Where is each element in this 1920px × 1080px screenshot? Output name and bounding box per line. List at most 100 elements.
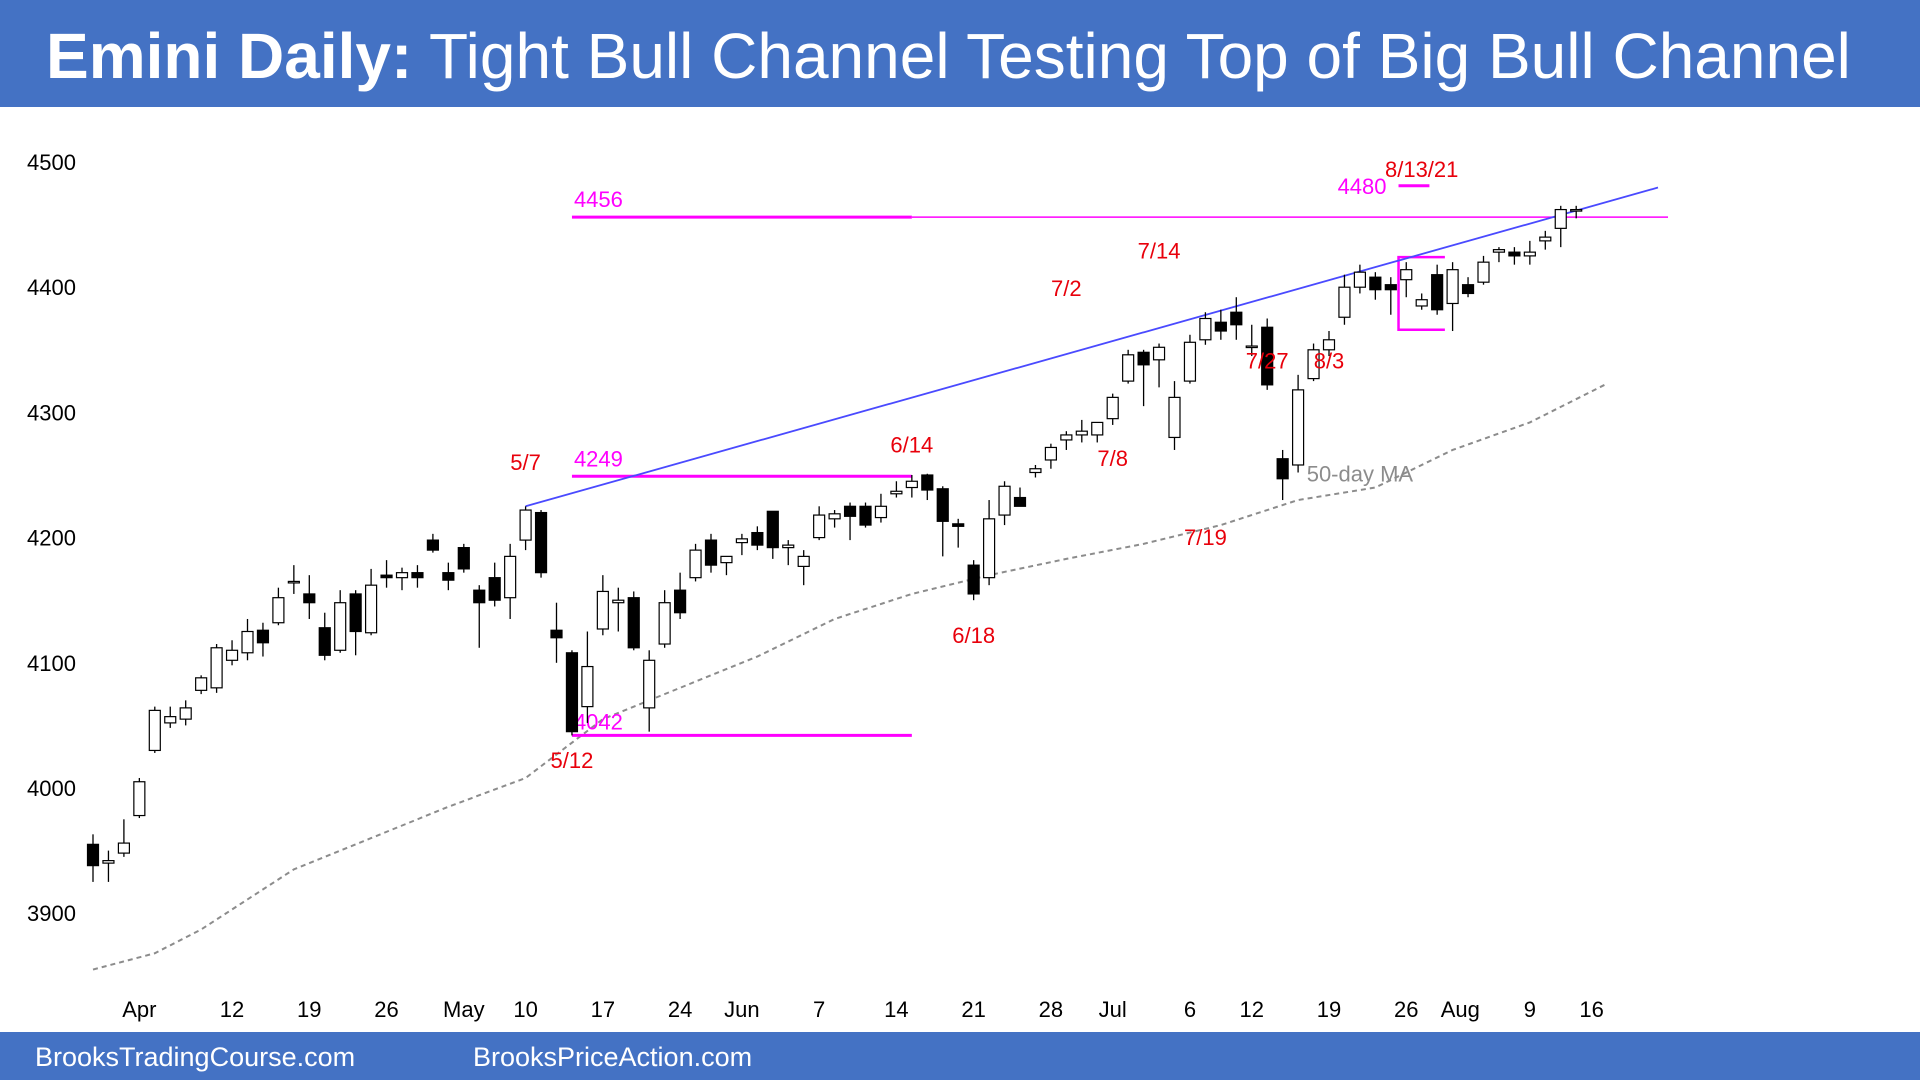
candle bbox=[1322, 331, 1336, 357]
candle-body-bear bbox=[256, 629, 270, 644]
y-tick-label: 4300 bbox=[27, 400, 76, 425]
candle-body-bull bbox=[1044, 446, 1058, 461]
footer-right-url[interactable]: BrooksPriceAction.com bbox=[473, 1042, 753, 1072]
candle-body-bull bbox=[1338, 286, 1351, 318]
y-tick-label: 4500 bbox=[27, 150, 76, 175]
candle bbox=[982, 500, 996, 586]
candle-body-bull bbox=[720, 555, 733, 564]
candle-body-bear bbox=[1137, 351, 1150, 366]
candle bbox=[1477, 255, 1490, 285]
candle bbox=[1183, 334, 1197, 384]
candle bbox=[1539, 230, 1552, 250]
candle-body-bull bbox=[874, 505, 888, 519]
date-label: 5/12 bbox=[551, 748, 594, 773]
candle-body-bear bbox=[349, 593, 362, 633]
candle bbox=[596, 575, 609, 636]
candle-body-bull bbox=[1106, 396, 1119, 420]
date-label: 7/8 bbox=[1097, 446, 1128, 471]
candle-body-bull bbox=[287, 580, 300, 584]
candle-body-bear bbox=[766, 510, 779, 549]
candle-body-bear bbox=[1276, 458, 1289, 480]
candle-body-bear bbox=[921, 474, 934, 491]
candle bbox=[720, 555, 733, 576]
range-bracket bbox=[1397, 255, 1445, 332]
candle-body-bear bbox=[952, 523, 965, 527]
candle-body-bull bbox=[164, 716, 177, 724]
candle-body-bear bbox=[704, 539, 718, 566]
candle bbox=[1106, 393, 1119, 425]
candle-body-bull bbox=[828, 513, 841, 520]
x-axis: Apr 12 19 26 May 10 17 24 Jun 7 14 21 28 Jul 6 12 19 26 Au… bbox=[122, 997, 1604, 1022]
date-label: 8/13/21 bbox=[1385, 157, 1458, 182]
candle-body-bull bbox=[1492, 249, 1506, 253]
title-banner: Emini Daily: Tight Bull Channel Testing … bbox=[0, 0, 1920, 107]
candle-body-bull bbox=[1353, 271, 1367, 288]
candle-body-bear bbox=[380, 574, 393, 579]
candle bbox=[287, 565, 300, 594]
candle bbox=[256, 622, 270, 657]
candle bbox=[1199, 312, 1212, 345]
date-label: 5/7 bbox=[510, 450, 541, 475]
candle bbox=[1400, 262, 1413, 298]
footer-left-url[interactable]: BrooksTradingCourse.com bbox=[35, 1042, 356, 1072]
x-tick-label: 9 bbox=[1524, 997, 1536, 1022]
ma-line bbox=[92, 382, 1608, 971]
candle-body-bear bbox=[86, 843, 100, 867]
candle-body-bull bbox=[102, 860, 115, 864]
candle-body-bear bbox=[627, 597, 640, 649]
candle-body-bull bbox=[1199, 317, 1212, 341]
candle-body-bear bbox=[411, 572, 424, 579]
candle bbox=[1353, 264, 1367, 294]
candle-body-bull bbox=[1091, 421, 1104, 436]
candle-body-bull bbox=[1122, 354, 1135, 382]
candle-body-bear bbox=[488, 577, 501, 601]
candle bbox=[210, 644, 223, 693]
candle-body-bull bbox=[1060, 434, 1073, 441]
x-tick-label: 7 bbox=[813, 997, 825, 1022]
candle-body-bull bbox=[365, 584, 378, 634]
candle bbox=[1307, 343, 1320, 382]
candle bbox=[673, 572, 687, 619]
candle-body-bull bbox=[1183, 341, 1197, 382]
candle bbox=[1461, 277, 1475, 298]
candle bbox=[534, 510, 548, 578]
x-tick-label: 12 bbox=[220, 997, 244, 1022]
candle bbox=[797, 550, 810, 586]
candle bbox=[365, 568, 378, 636]
x-tick-label: 19 bbox=[297, 997, 321, 1022]
candle bbox=[998, 481, 1011, 526]
candle bbox=[936, 486, 949, 557]
candle bbox=[550, 602, 563, 663]
candle bbox=[658, 590, 671, 648]
candle-body-bull bbox=[1075, 430, 1088, 436]
candle bbox=[1168, 381, 1181, 450]
candle bbox=[1570, 205, 1583, 219]
candle bbox=[782, 540, 795, 566]
annotations: 5/7 5/12 6/14 6/18 7/2 7/8 7/14 7/19 7/27 8/3 8/13… bbox=[510, 157, 1458, 773]
date-label: 7/19 bbox=[1184, 525, 1227, 550]
candle bbox=[874, 493, 888, 523]
x-tick-label: 26 bbox=[374, 997, 398, 1022]
candle-body-bear bbox=[859, 505, 872, 526]
candle-body-bull bbox=[519, 509, 532, 541]
candle-body-bear bbox=[1013, 496, 1027, 507]
candle-body-bull bbox=[195, 677, 208, 691]
y-tick-label: 3900 bbox=[27, 901, 76, 926]
candle bbox=[1230, 297, 1243, 340]
candle bbox=[1384, 277, 1397, 315]
candle-body-bear bbox=[303, 593, 316, 604]
candle bbox=[1091, 421, 1104, 443]
candle bbox=[164, 706, 177, 728]
candlestick-chart: 3900 4000 4100 4200 4300 4400 4500 Apr 12 19 26 Ma… bbox=[27, 150, 1668, 1022]
candle bbox=[1291, 374, 1305, 473]
footer-banner: BrooksTradingCourse.com BrooksPriceActio… bbox=[0, 1032, 1920, 1080]
x-tick-label: 16 bbox=[1579, 997, 1603, 1022]
candle bbox=[1152, 343, 1166, 388]
candle-body-bull bbox=[782, 544, 795, 549]
candle-body-bull bbox=[1322, 339, 1336, 351]
candle-body-bear bbox=[550, 629, 563, 639]
candle-body-bear bbox=[1261, 326, 1274, 386]
candle-body-bull bbox=[643, 659, 656, 709]
candle-body-bear bbox=[1230, 311, 1243, 326]
channel-trendline bbox=[525, 186, 1659, 508]
